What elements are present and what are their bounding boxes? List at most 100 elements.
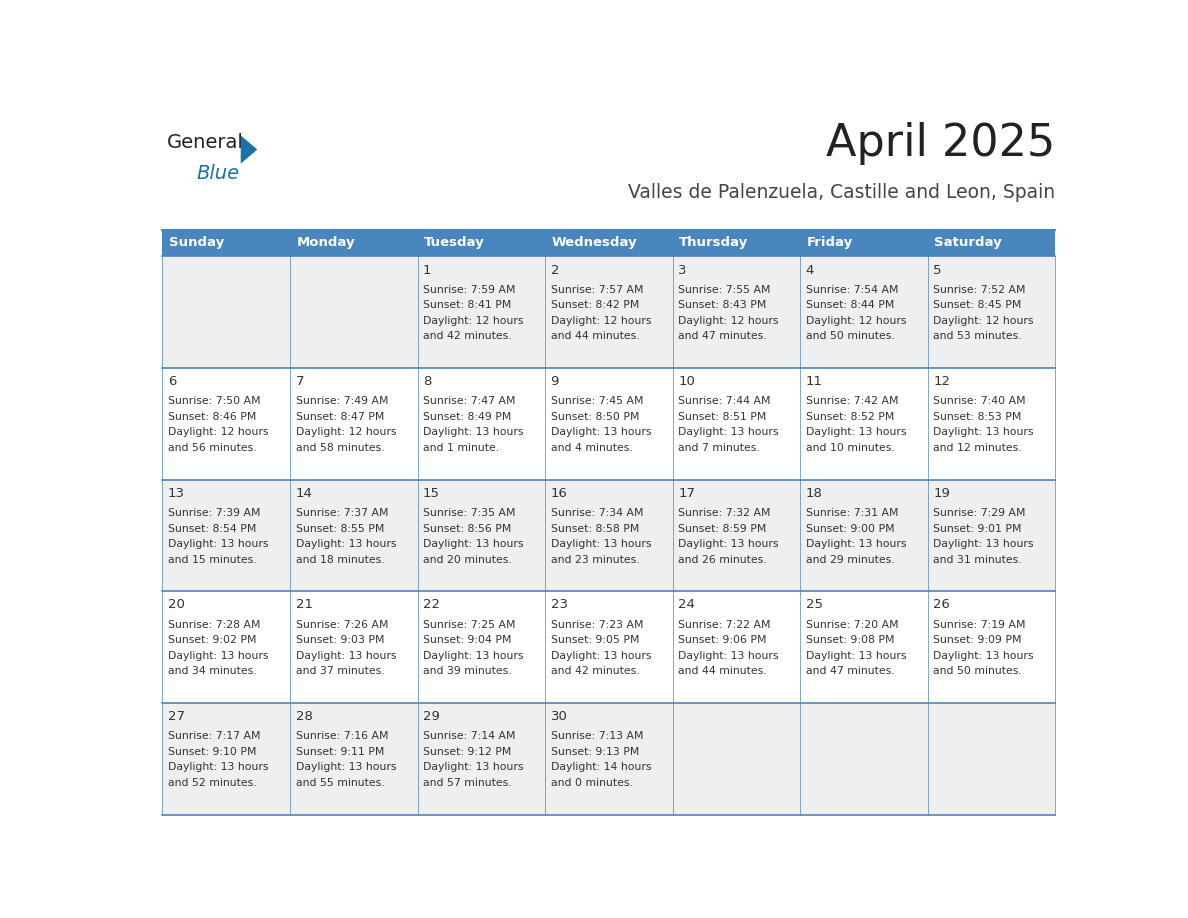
Bar [163,368,1055,480]
Polygon shape [241,135,258,163]
Text: 11: 11 [805,375,822,388]
Text: Daylight: 12 hours: Daylight: 12 hours [805,316,906,326]
Text: Sunrise: 7:31 AM: Sunrise: 7:31 AM [805,508,898,518]
Text: Blue: Blue [196,164,240,184]
Text: Daylight: 14 hours: Daylight: 14 hours [550,763,651,772]
Text: Sunrise: 7:19 AM: Sunrise: 7:19 AM [934,620,1025,630]
Text: Daylight: 13 hours: Daylight: 13 hours [805,651,906,661]
Text: Sunrise: 7:35 AM: Sunrise: 7:35 AM [423,508,516,518]
Text: Daylight: 13 hours: Daylight: 13 hours [168,651,268,661]
Text: Sunset: 9:05 PM: Sunset: 9:05 PM [550,635,639,645]
Text: Daylight: 12 hours: Daylight: 12 hours [423,316,524,326]
Text: Sunrise: 7:14 AM: Sunrise: 7:14 AM [423,732,516,742]
Text: Daylight: 13 hours: Daylight: 13 hours [296,539,396,549]
Text: Sunrise: 7:50 AM: Sunrise: 7:50 AM [168,397,260,407]
Text: Sunset: 8:54 PM: Sunset: 8:54 PM [168,523,257,533]
Text: Daylight: 12 hours: Daylight: 12 hours [168,428,268,438]
Text: and 34 minutes.: and 34 minutes. [168,666,257,677]
Text: Sunset: 9:08 PM: Sunset: 9:08 PM [805,635,895,645]
Text: 6: 6 [168,375,176,388]
Bar [801,230,928,256]
Text: Daylight: 12 hours: Daylight: 12 hours [296,428,396,438]
Bar [928,230,1055,256]
Text: Sunset: 8:55 PM: Sunset: 8:55 PM [296,523,384,533]
Text: Sunrise: 7:25 AM: Sunrise: 7:25 AM [423,620,516,630]
Text: Daylight: 13 hours: Daylight: 13 hours [168,539,268,549]
Text: and 44 minutes.: and 44 minutes. [678,666,766,677]
Text: Daylight: 13 hours: Daylight: 13 hours [168,763,268,772]
Text: 8: 8 [423,375,431,388]
Text: and 50 minutes.: and 50 minutes. [934,666,1022,677]
Text: Daylight: 13 hours: Daylight: 13 hours [678,428,778,438]
Text: 25: 25 [805,599,822,611]
Text: Sunset: 8:52 PM: Sunset: 8:52 PM [805,412,895,422]
Text: Sunrise: 7:55 AM: Sunrise: 7:55 AM [678,285,771,295]
Text: Daylight: 13 hours: Daylight: 13 hours [934,539,1034,549]
Text: Sunset: 8:44 PM: Sunset: 8:44 PM [805,300,895,310]
Text: Sunset: 8:47 PM: Sunset: 8:47 PM [296,412,384,422]
Text: Thursday: Thursday [680,237,748,250]
Text: Wednesday: Wednesday [551,237,637,250]
Text: and 50 minutes.: and 50 minutes. [805,331,895,341]
Text: 27: 27 [168,711,185,723]
Text: and 10 minutes.: and 10 minutes. [805,443,895,453]
Text: Sunrise: 7:13 AM: Sunrise: 7:13 AM [550,732,643,742]
Text: Sunrise: 7:49 AM: Sunrise: 7:49 AM [296,397,388,407]
Text: Sunrise: 7:47 AM: Sunrise: 7:47 AM [423,397,516,407]
Bar [417,230,545,256]
Text: Daylight: 13 hours: Daylight: 13 hours [296,651,396,661]
Text: Daylight: 13 hours: Daylight: 13 hours [805,539,906,549]
Text: 18: 18 [805,487,822,499]
Text: 22: 22 [423,599,440,611]
Text: Sunset: 8:51 PM: Sunset: 8:51 PM [678,412,766,422]
Text: Sunrise: 7:40 AM: Sunrise: 7:40 AM [934,397,1026,407]
Text: Sunrise: 7:37 AM: Sunrise: 7:37 AM [296,508,388,518]
Text: Sunday: Sunday [169,237,225,250]
Text: Daylight: 13 hours: Daylight: 13 hours [423,651,524,661]
Text: and 57 minutes.: and 57 minutes. [423,778,512,788]
Text: Sunset: 9:11 PM: Sunset: 9:11 PM [296,747,384,756]
Text: Daylight: 12 hours: Daylight: 12 hours [550,316,651,326]
Text: 23: 23 [550,599,568,611]
Text: and 56 minutes.: and 56 minutes. [168,443,257,453]
Text: and 39 minutes.: and 39 minutes. [423,666,512,677]
Text: Sunrise: 7:34 AM: Sunrise: 7:34 AM [550,508,643,518]
Text: Sunrise: 7:32 AM: Sunrise: 7:32 AM [678,508,771,518]
Text: Daylight: 13 hours: Daylight: 13 hours [550,428,651,438]
Text: and 42 minutes.: and 42 minutes. [550,666,639,677]
Text: 24: 24 [678,599,695,611]
Text: and 4 minutes.: and 4 minutes. [550,443,632,453]
Text: Sunset: 8:45 PM: Sunset: 8:45 PM [934,300,1022,310]
Bar [163,230,290,256]
Text: Daylight: 13 hours: Daylight: 13 hours [934,428,1034,438]
Text: April 2025: April 2025 [826,122,1055,164]
Text: and 26 minutes.: and 26 minutes. [678,554,766,565]
Text: Sunset: 9:03 PM: Sunset: 9:03 PM [296,635,384,645]
Text: Sunset: 8:42 PM: Sunset: 8:42 PM [550,300,639,310]
Text: Daylight: 13 hours: Daylight: 13 hours [296,763,396,772]
Bar [163,256,1055,368]
Text: Sunrise: 7:54 AM: Sunrise: 7:54 AM [805,285,898,295]
Text: 30: 30 [550,711,568,723]
Text: 3: 3 [678,263,687,276]
Text: Sunset: 9:01 PM: Sunset: 9:01 PM [934,523,1022,533]
Text: Sunrise: 7:20 AM: Sunrise: 7:20 AM [805,620,898,630]
Text: 28: 28 [296,711,312,723]
Text: and 0 minutes.: and 0 minutes. [550,778,632,788]
Text: and 12 minutes.: and 12 minutes. [934,443,1022,453]
Text: Tuesday: Tuesday [424,237,485,250]
Text: and 20 minutes.: and 20 minutes. [423,554,512,565]
Text: Sunset: 8:46 PM: Sunset: 8:46 PM [168,412,257,422]
Text: 10: 10 [678,375,695,388]
Text: 4: 4 [805,263,814,276]
Text: Daylight: 13 hours: Daylight: 13 hours [805,428,906,438]
Text: Sunset: 9:00 PM: Sunset: 9:00 PM [805,523,895,533]
Text: Monday: Monday [297,237,355,250]
Text: 19: 19 [934,487,950,499]
Text: and 31 minutes.: and 31 minutes. [934,554,1022,565]
Text: General: General [168,133,244,152]
Text: Sunset: 8:50 PM: Sunset: 8:50 PM [550,412,639,422]
Text: Valles de Palenzuela, Castille and Leon, Spain: Valles de Palenzuela, Castille and Leon,… [628,184,1055,202]
Text: 13: 13 [168,487,185,499]
Text: 16: 16 [550,487,568,499]
